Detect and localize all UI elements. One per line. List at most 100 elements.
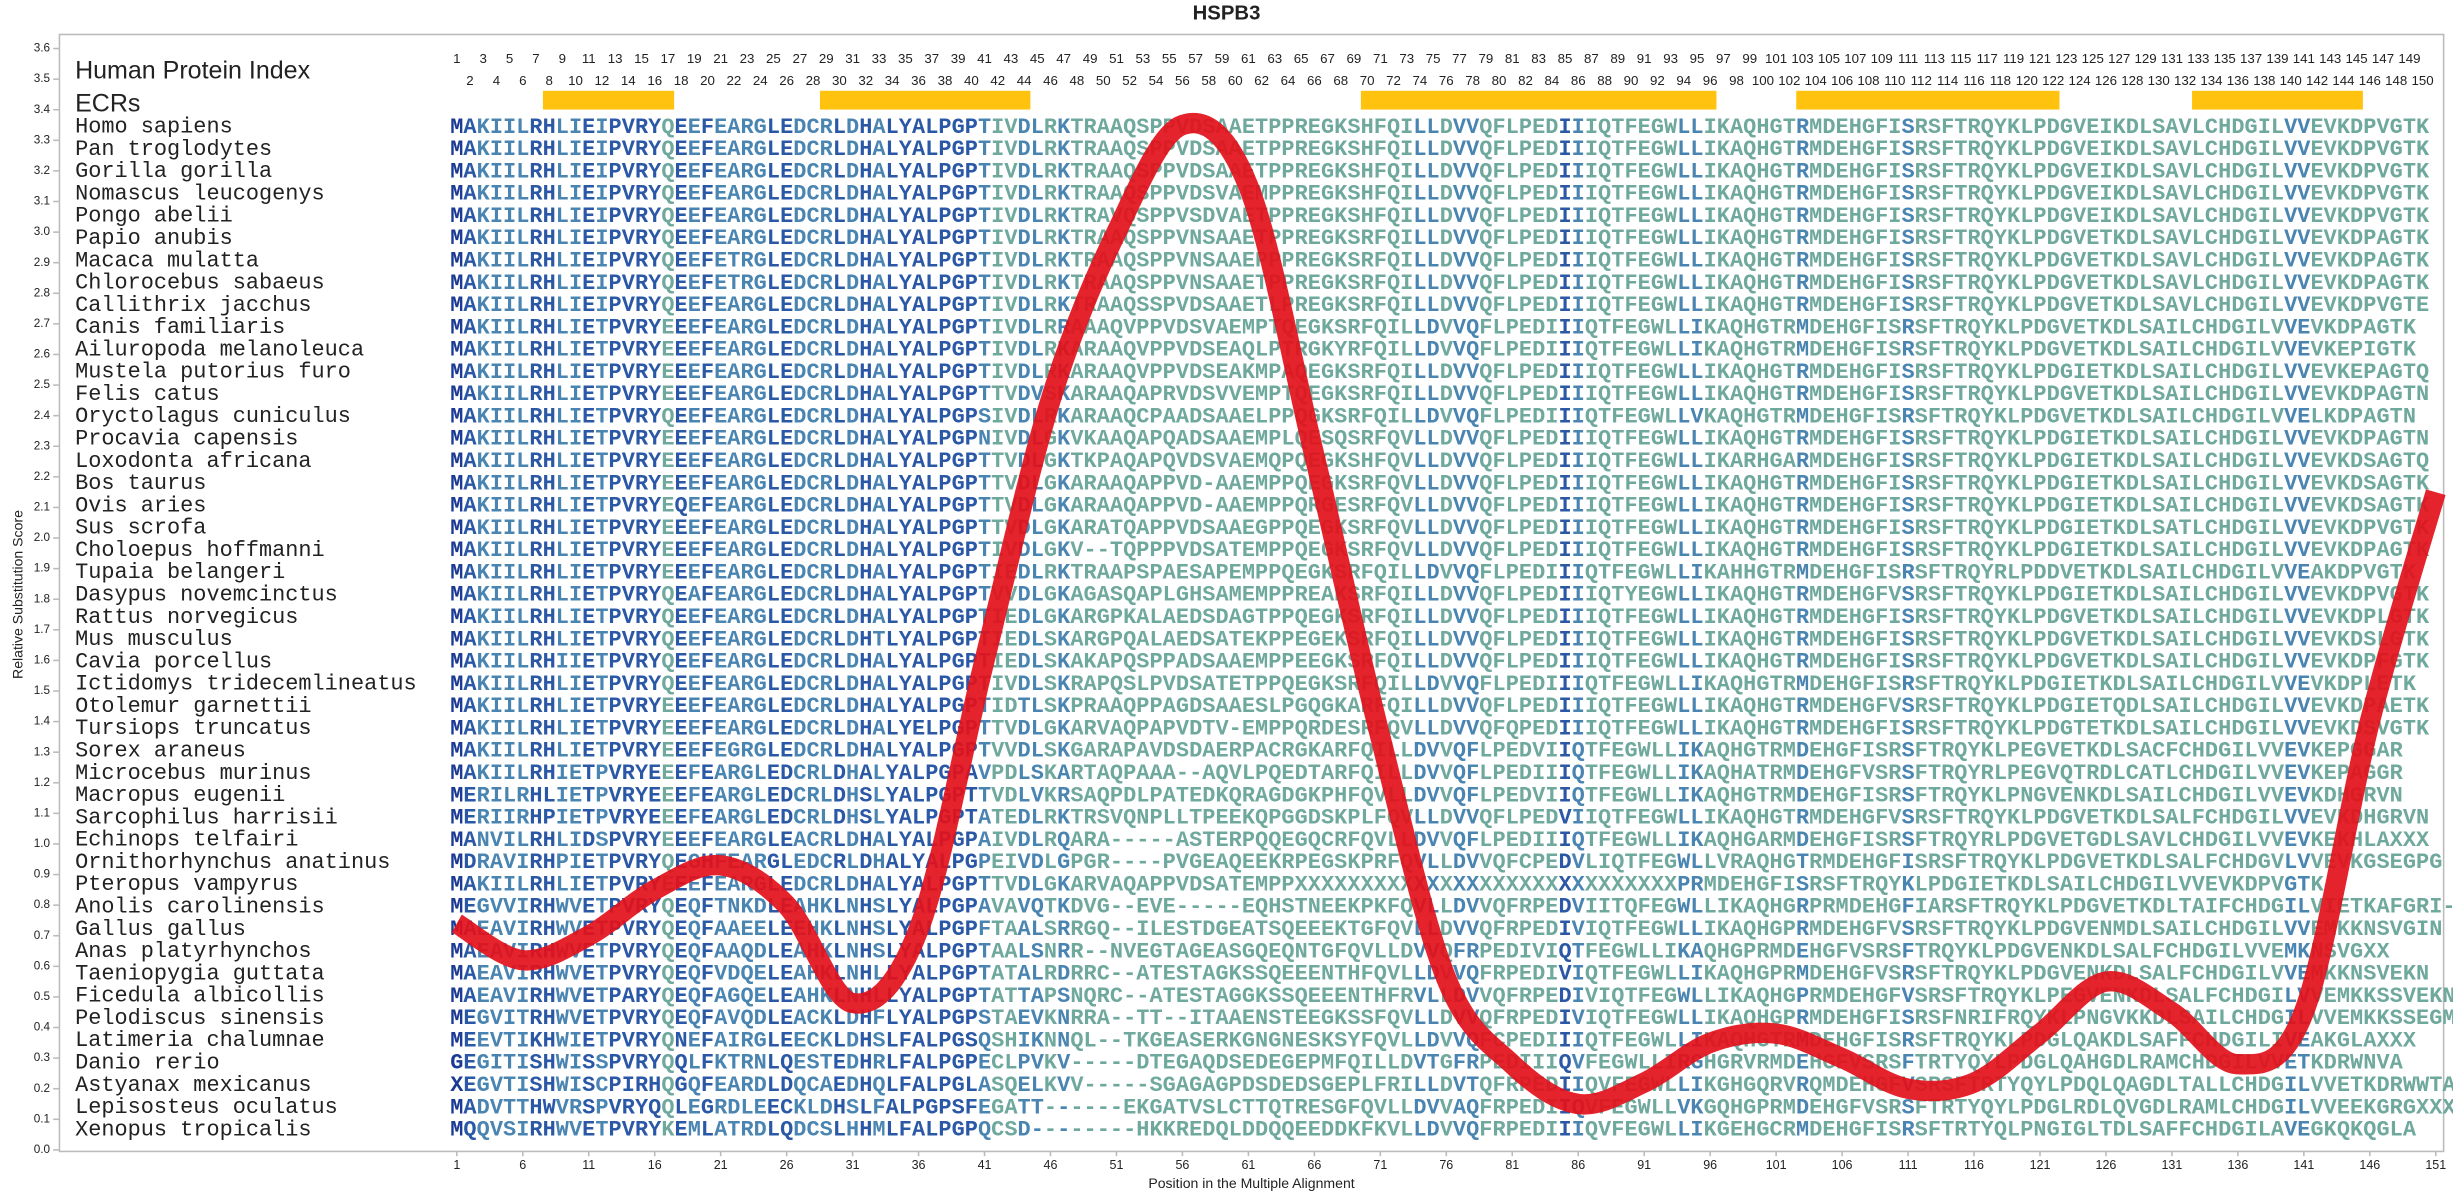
sequence-segment: H: [859, 181, 872, 206]
sequence-segment: MDEHGFI: [1809, 271, 1901, 296]
sequence-segment: VV: [1453, 360, 1480, 385]
sequence-segment: VV: [1453, 271, 1480, 296]
sequence-segment: E: [582, 137, 595, 162]
sequence-segment: EVKDHGRVN: [2310, 805, 2429, 830]
sequence-segment: A: [463, 137, 477, 162]
sequence-segment: L: [833, 293, 846, 318]
sequence-segment: T: [872, 627, 885, 652]
sequence-segment: VV: [2284, 583, 2311, 608]
sequence-segment: PR: [1677, 872, 1704, 897]
sequence-segment: -----HKKREDQLDDQQEEDDKFKVL: [1070, 1117, 1413, 1142]
sequence-segment: LD: [767, 1073, 793, 1098]
sequence-segment: LE: [767, 360, 793, 385]
sequence-segment: VE: [2284, 1117, 2310, 1142]
sequence-segment: R: [1044, 181, 1058, 206]
protein-index-number: 5: [506, 51, 513, 66]
y-tick-label: 1.6: [34, 653, 50, 666]
protein-index-number: 63: [1267, 51, 1282, 66]
sequence-segment: VQ: [1453, 560, 1479, 585]
sequence-segment: IKAQHGT: [1704, 226, 1796, 251]
sequence-segment: E: [661, 337, 674, 362]
species-name: Latimeria chalumnae: [75, 1028, 325, 1053]
sequence-segment: PVRY: [609, 271, 663, 296]
sequence-segment: R: [1796, 694, 1810, 719]
sequence-segment: Q: [661, 1006, 674, 1031]
sequence-segment: VV: [1453, 716, 1480, 741]
sequence-segment: TV: [991, 872, 1018, 897]
sequence-segment: DCR: [793, 204, 833, 229]
sequence-segment: EARG: [714, 583, 767, 608]
sequence-segment: PVRY: [609, 226, 663, 251]
sequence-segment: PI: [556, 850, 582, 875]
sequence-segment: A: [859, 761, 873, 786]
sequence-segment: M: [450, 226, 463, 251]
x-tick-label: 151: [2425, 1158, 2446, 1172]
sequence-segment: A: [872, 716, 886, 741]
sequence-segment: S: [978, 404, 991, 429]
sequence-segment: -----DTEGAQDSEDEGEPMFQILLD: [1070, 1050, 1413, 1075]
protein-index-number: 55: [1162, 51, 1177, 66]
sequence-segment: PVRY: [609, 828, 663, 853]
sequence-segment: DL: [1018, 271, 1044, 296]
sequence-segment: D: [846, 404, 859, 429]
sequence-segment: VE: [2284, 672, 2310, 697]
sequence-segment: E: [675, 761, 688, 786]
sequence-segment: DV: [1413, 1095, 1440, 1120]
sequence-segment: A: [872, 293, 886, 318]
sequence-segment: H: [846, 783, 859, 808]
sequence-segment: E: [688, 739, 701, 764]
sequence-segment: RSFTRQYKLPDGVETKDLSAVLCHDGIL: [1915, 226, 2284, 251]
sequence: MAKIILRHLIETPVRYEEEFEARGLEDCRLDHALYALPGP…: [450, 694, 2430, 719]
sequence-segment: S: [1044, 694, 1057, 719]
sequence-segment: DL: [1018, 181, 1044, 206]
sequence-segment: L: [833, 315, 846, 340]
sequence-segment: KA: [1677, 939, 1704, 964]
sequence-segment: D: [1440, 159, 1453, 184]
sequence-segment: K: [1057, 739, 1071, 764]
sequence-segment: M: [450, 627, 463, 652]
sequence-segment: LL: [1677, 159, 1703, 184]
sequence-segment: FTRQYRLPEGVQTRDLCATLCHDGILVV: [1915, 761, 2285, 786]
sequence-segment: SFTRQYKLPDGLQAKDLSAFFCHDGILI: [1915, 1028, 2284, 1053]
sequence-segment: LI: [1677, 337, 1703, 362]
sequence-segment: A: [463, 984, 477, 1009]
sequence-segment: DEHGFIS: [1809, 672, 1901, 697]
sequence-segment: Q: [661, 248, 674, 273]
sequence-segment: WV: [556, 1006, 583, 1031]
sequence-segment: E: [675, 337, 688, 362]
sequence-segment: MDEHGFI: [1809, 471, 1901, 496]
sequence-segment: T: [595, 649, 608, 674]
sequence-segment: V: [1440, 1095, 1454, 1120]
sequence-segment: H: [859, 1073, 872, 1098]
sequence-segment: DL: [1018, 226, 1044, 251]
sequence-segment: F: [701, 471, 714, 496]
sequence-segment: VV: [2284, 627, 2311, 652]
sequence-segment: IKAQHGT: [1704, 538, 1796, 563]
sequence-segment: ETRG: [714, 248, 767, 273]
sequence-segment: X: [450, 1073, 464, 1098]
sequence-segment: FRPEDI: [1479, 961, 1558, 986]
sequence-segment: QFLPED: [1479, 471, 1558, 496]
sequence-segment: R: [872, 1050, 886, 1075]
sequence-segment: NVIL: [477, 828, 530, 853]
sequence-segment: IKAQHGT: [1704, 805, 1796, 830]
sequence-segment: LL: [1413, 1073, 1439, 1098]
sequence-segment: DVTT: [477, 1095, 530, 1120]
sequence-segment: LI: [556, 137, 582, 162]
sequence-segment: RH: [529, 761, 555, 786]
sequence-segment: T: [595, 627, 608, 652]
sequence-segment: E: [688, 471, 701, 496]
sequence-segment: S: [978, 1006, 991, 1031]
sequence-segment: EV: [2284, 739, 2311, 764]
sequence-segment: QFLPED: [1479, 248, 1558, 273]
sequence-segment: VEMKKSSVEKN: [2310, 984, 2453, 1009]
sequence-segment: MDEHGFI: [1809, 627, 1901, 652]
sequence-segment: KIIL: [477, 360, 530, 385]
protein-index-number: 85: [1558, 51, 1573, 66]
sequence-segment: T: [595, 872, 608, 897]
sequence-segment: ARGL: [714, 761, 767, 786]
sequence-segment: DL: [1018, 360, 1044, 385]
sequence-segment: RSFTRQYKLPDGVETKDLSAVLCHDGIL: [1915, 248, 2284, 273]
sequence-segment: RH: [529, 583, 555, 608]
sequence-segment: DEHGFIS: [1809, 560, 1901, 585]
